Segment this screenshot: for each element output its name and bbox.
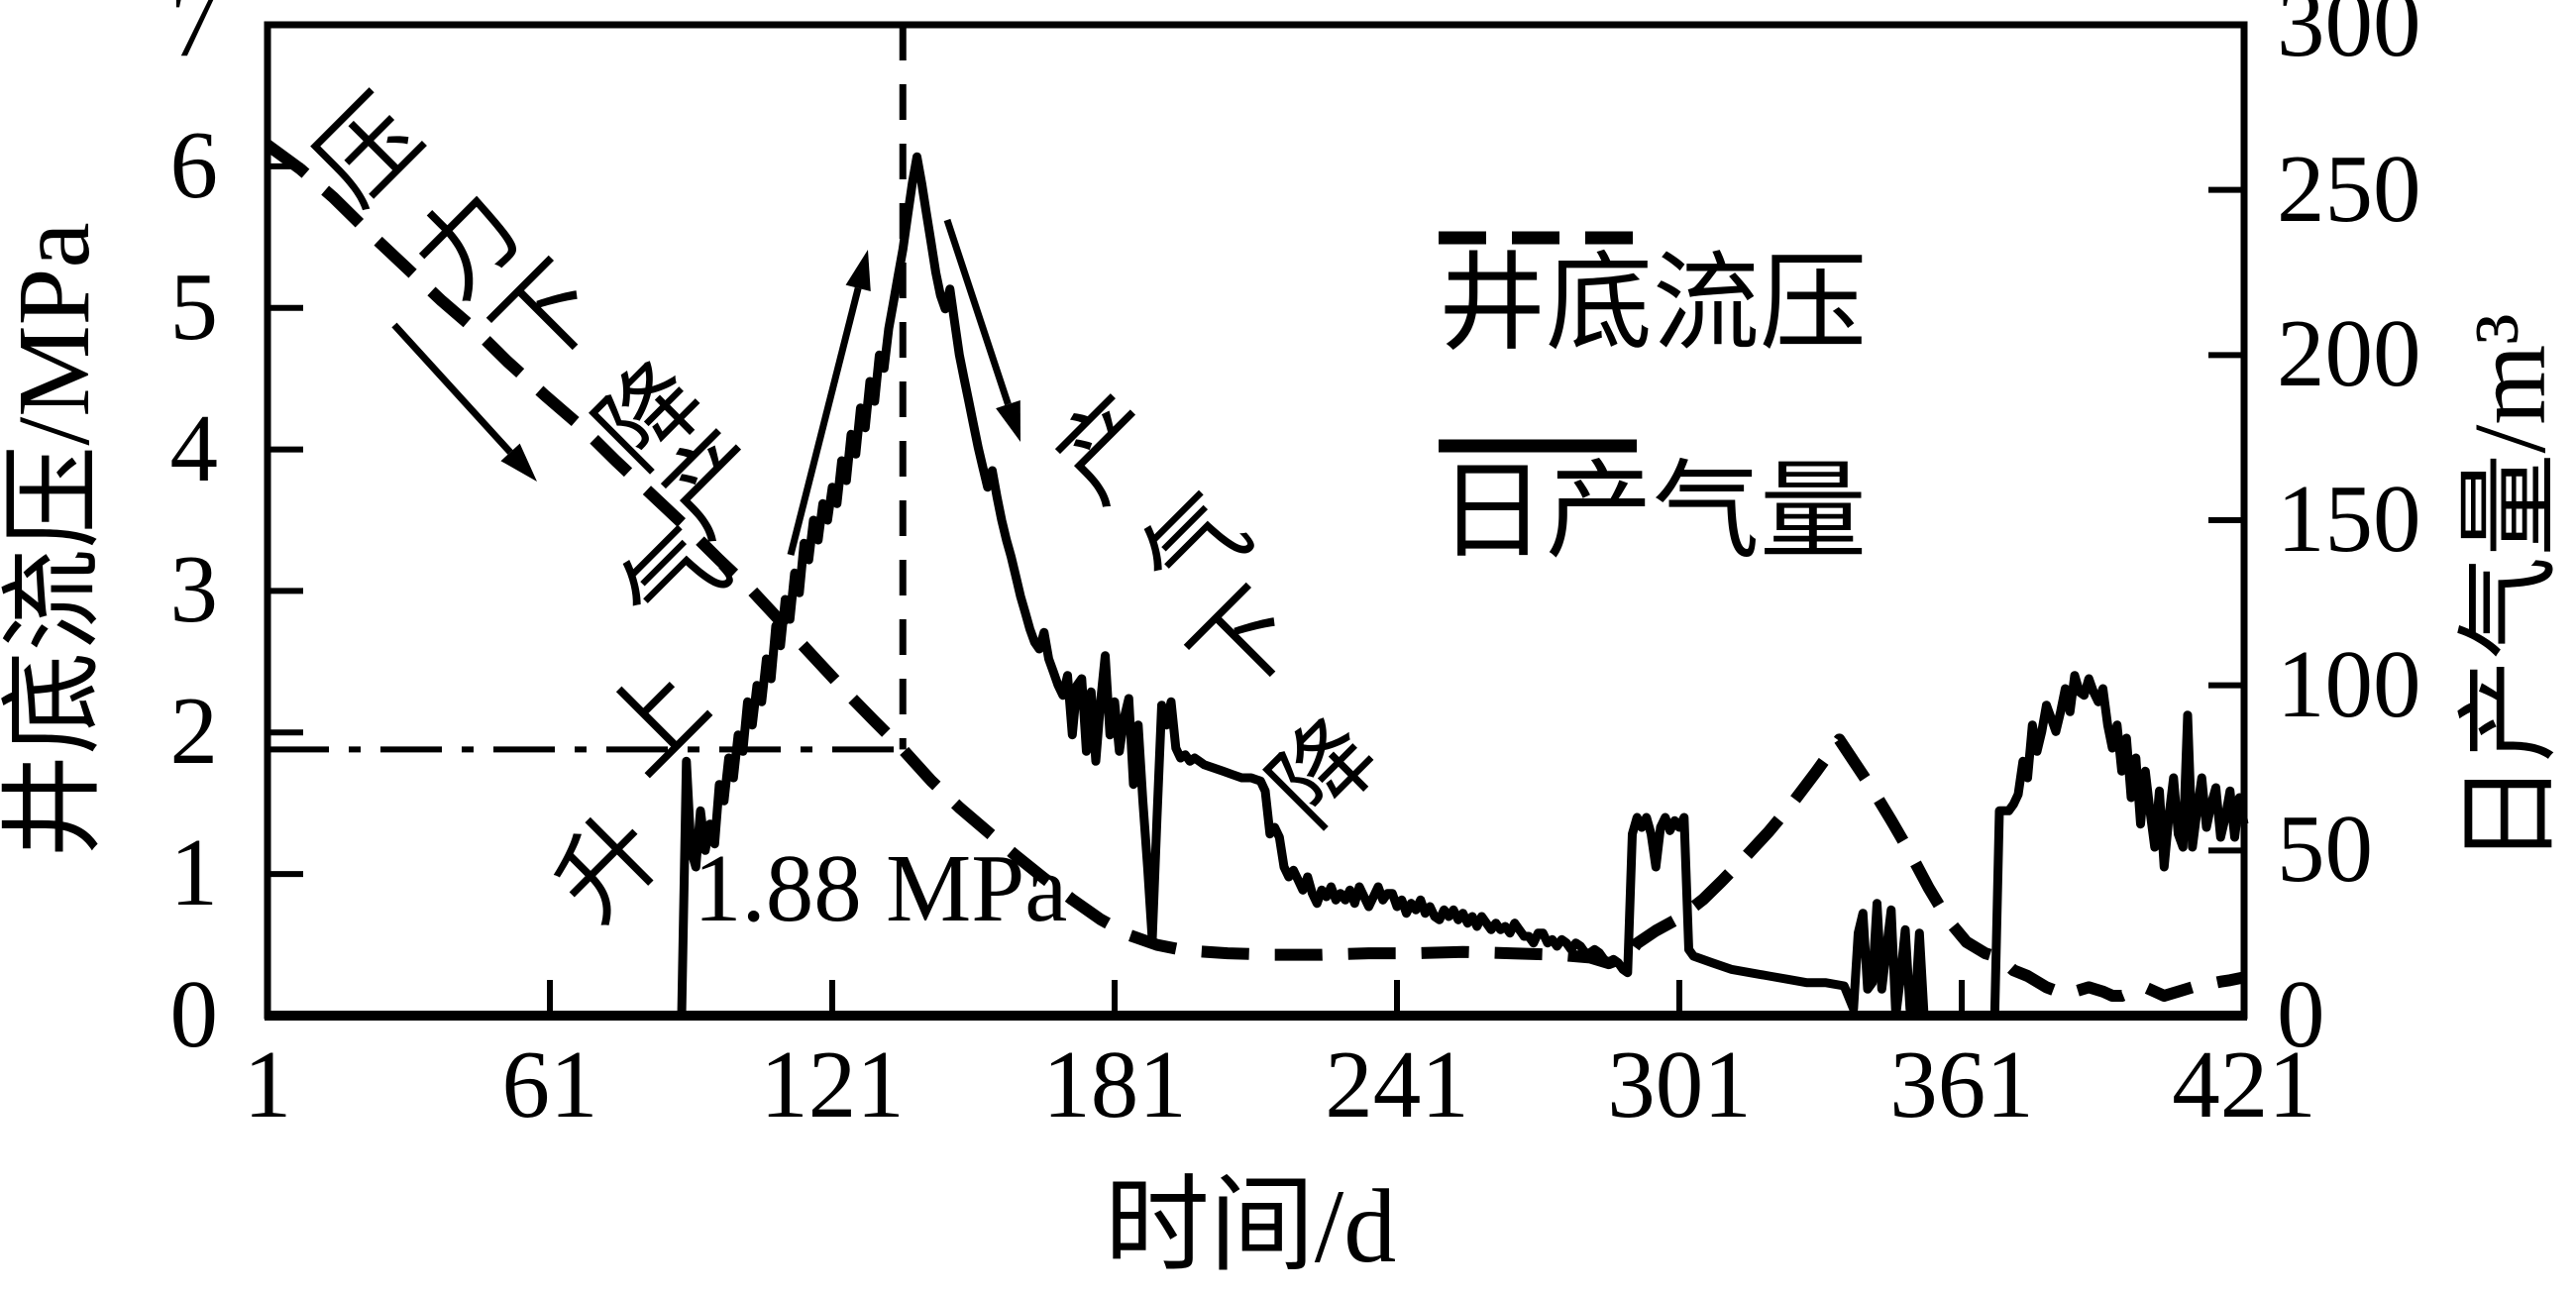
gas-decline-arrow [943, 218, 1012, 406]
pressure-decline-arrow-head [500, 443, 537, 482]
legend-item-pressure: 井底流压 [1439, 226, 1867, 384]
legend-dashed-line-icon [1439, 231, 1637, 245]
pressure-decline-arrow [391, 322, 513, 455]
y-axis-left-title: 井底流压/MPa [0, 222, 111, 858]
y-axis-right-title: 日产气量/m³ [2453, 313, 2567, 866]
pressure-series-line [264, 140, 2246, 1002]
gas-series-line [268, 152, 2249, 1021]
legend-label-gas: 日产气量 [1439, 454, 1868, 572]
legend-solid-line-icon [1439, 439, 1637, 453]
legend-item-gas: 日产气量 [1439, 434, 1867, 593]
legend-label-pressure: 井底流压 [1439, 246, 1868, 364]
gas-decline-arrow-head [996, 399, 1020, 442]
x-axis-title: 时间/d [1104, 1168, 1397, 1284]
plot-frame [264, 21, 2248, 1020]
gas-rise-arrow [787, 286, 862, 556]
gas-rise-arrow-head [845, 250, 871, 291]
